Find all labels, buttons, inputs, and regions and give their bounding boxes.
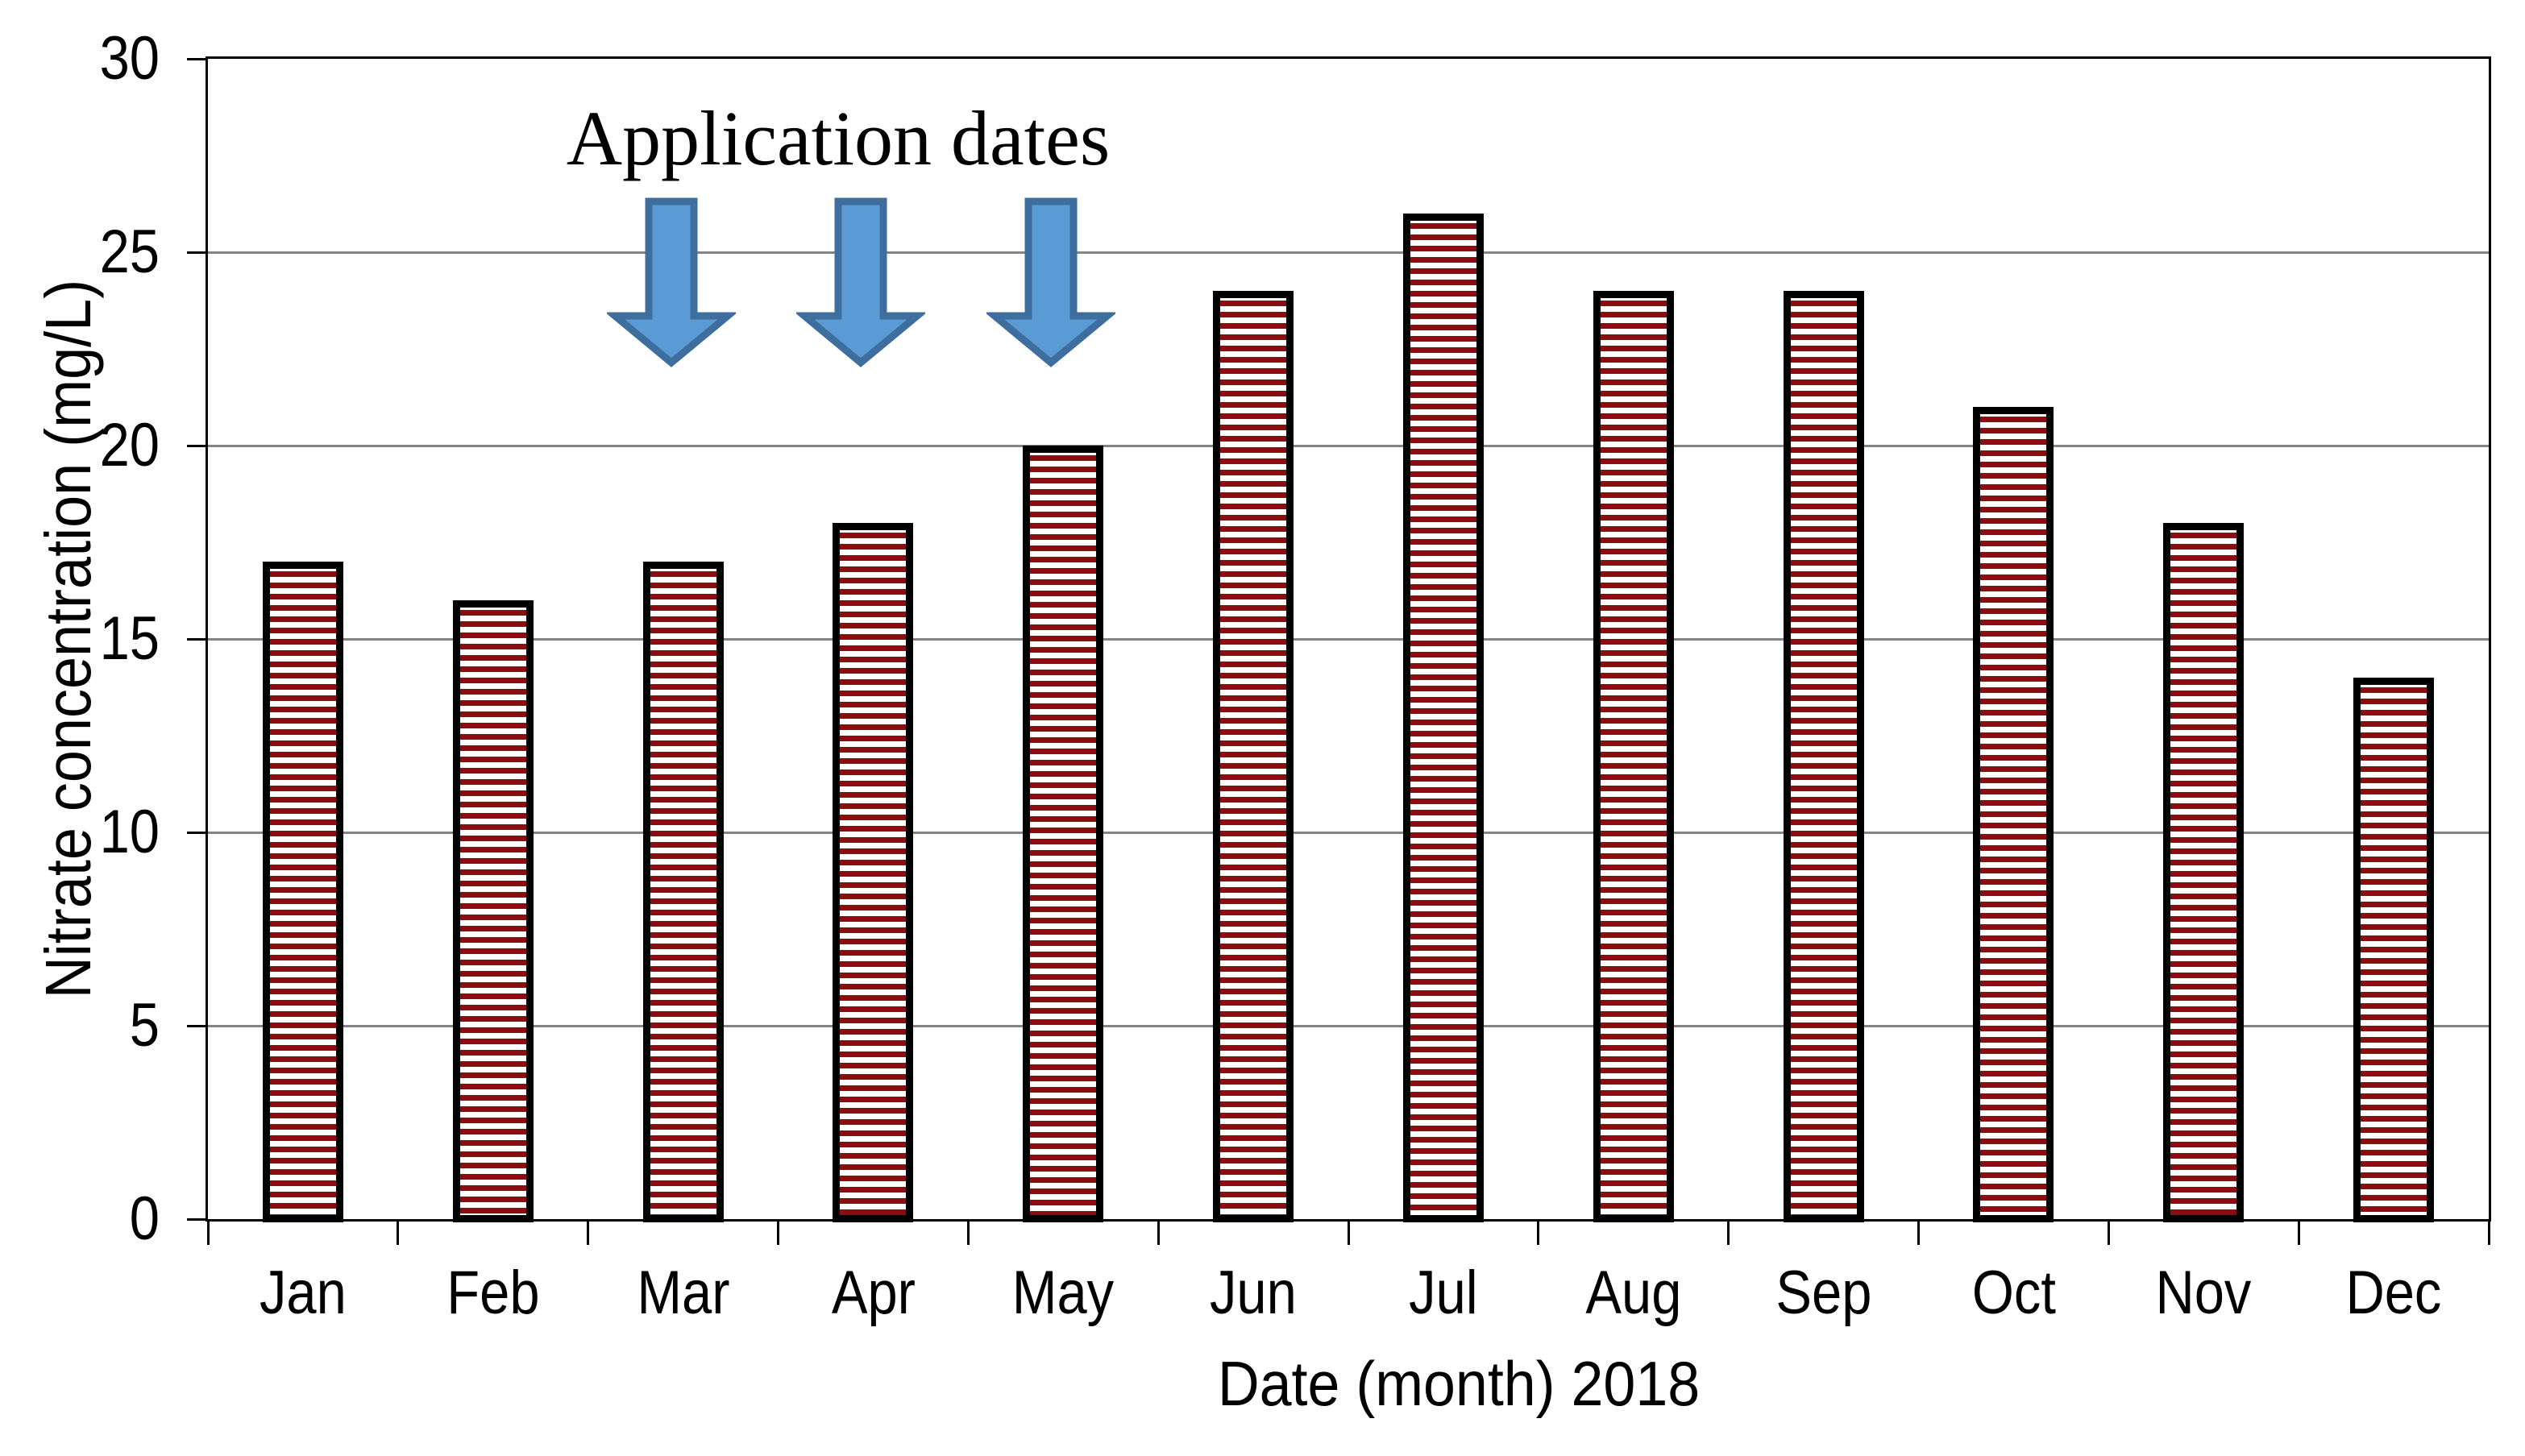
month-label-Mar: Mar (636, 1259, 730, 1327)
x-tick-3 (777, 1219, 779, 1245)
y-tick-25 (187, 251, 208, 254)
x-tick-0 (206, 1219, 210, 1245)
down-arrow-icon-mar (606, 197, 736, 367)
month-label-Jan: Jan (259, 1259, 347, 1327)
y-tick-label-20: 20 (99, 411, 160, 479)
month-label-Apr: Apr (831, 1259, 916, 1327)
gridline-25 (208, 251, 2489, 254)
bar-Dec (2353, 678, 2435, 1222)
y-tick-label-10: 10 (99, 798, 160, 866)
x-tick-11 (2297, 1219, 2300, 1245)
month-label-Oct: Oct (1971, 1259, 2056, 1327)
gridline-5 (208, 1024, 2489, 1027)
annotation-label: Application dates (566, 95, 1111, 181)
y-tick-20 (187, 444, 208, 447)
x-tick-5 (1157, 1219, 1160, 1245)
down-arrow-icon-apr (796, 197, 926, 367)
bar-Jul (1402, 214, 1484, 1222)
month-label-Jul: Jul (1409, 1259, 1478, 1327)
month-label-Jun: Jun (1210, 1259, 1297, 1327)
y-tick-0 (187, 1217, 208, 1221)
month-label-Nov: Nov (2155, 1259, 2252, 1327)
bar-Sep (1783, 291, 1864, 1222)
x-tick-4 (966, 1219, 970, 1245)
y-tick-5 (187, 1024, 208, 1027)
y-tick-label-0: 0 (129, 1184, 160, 1253)
y-tick-label-30: 30 (99, 24, 160, 93)
x-tick-12 (2487, 1219, 2490, 1245)
x-tick-9 (1917, 1219, 1920, 1245)
y-tick-15 (187, 637, 208, 641)
month-label-May: May (1012, 1259, 1115, 1327)
bar-Oct (1973, 407, 2054, 1222)
x-tick-2 (587, 1219, 590, 1245)
y-tick-label-25: 25 (99, 218, 160, 286)
gridline-20 (208, 444, 2489, 447)
gridline-15 (208, 637, 2489, 641)
y-tick-label-5: 5 (129, 991, 160, 1060)
x-axis-title: Date (month) 2018 (1217, 1348, 1701, 1419)
x-tick-10 (2107, 1219, 2110, 1245)
down-arrow-icon-may (986, 197, 1116, 367)
bar-Feb (452, 600, 534, 1222)
bar-Jan (262, 562, 343, 1222)
bar-Aug (1593, 291, 1674, 1222)
y-tick-label-15: 15 (99, 604, 160, 673)
y-tick-30 (187, 57, 208, 60)
x-tick-6 (1347, 1219, 1350, 1245)
gridline-10 (208, 831, 2489, 834)
y-tick-10 (187, 831, 208, 834)
x-tick-1 (397, 1219, 400, 1245)
bar-May (1023, 446, 1104, 1222)
bar-Apr (833, 523, 914, 1222)
month-label-Dec: Dec (2345, 1259, 2442, 1327)
month-label-Feb: Feb (446, 1259, 540, 1327)
month-label-Sep: Sep (1775, 1259, 1872, 1327)
month-label-Aug: Aug (1585, 1259, 1682, 1327)
bar-Jun (1213, 291, 1294, 1222)
x-tick-8 (1727, 1219, 1730, 1245)
x-tick-7 (1537, 1219, 1540, 1245)
bar-Mar (642, 562, 724, 1222)
bar-Nov (2163, 523, 2245, 1222)
